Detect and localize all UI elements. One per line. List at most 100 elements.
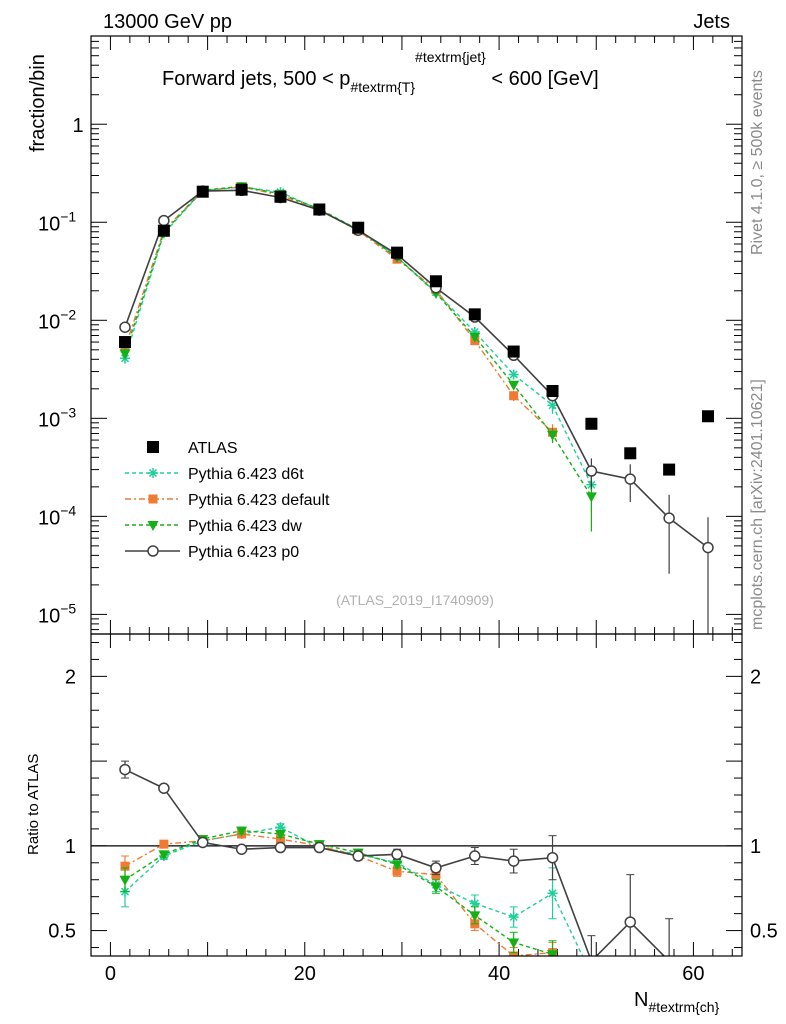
data-point-dw bbox=[508, 380, 520, 391]
ratio-point-d6t bbox=[547, 888, 558, 899]
y-tick-label: 10−4 bbox=[38, 502, 76, 529]
ratio-point-p0 bbox=[352, 850, 364, 862]
y-tick-label: 1 bbox=[72, 115, 83, 137]
ratio-tick-label: 1 bbox=[65, 836, 76, 858]
ratio-point-default bbox=[392, 866, 402, 876]
y-tick-label: 10−3 bbox=[38, 404, 76, 431]
data-point-p0 bbox=[624, 473, 637, 485]
x-tick-label: 60 bbox=[682, 963, 704, 985]
plot-title: Forward jets, 500 < p#textrm{T}#textrm{j… bbox=[162, 49, 599, 95]
data-point-p0 bbox=[119, 321, 131, 333]
ratio-point-dw bbox=[119, 875, 131, 886]
ratio-point-dw bbox=[430, 882, 442, 893]
ratio-line-default bbox=[124, 833, 553, 956]
data-point-ATLAS bbox=[663, 463, 676, 476]
ratio-point-d6t bbox=[586, 970, 596, 980]
data-point-d6t bbox=[469, 326, 480, 337]
data-point-p0 bbox=[585, 465, 598, 477]
ratio-point-dw bbox=[158, 850, 170, 861]
legend-label-ATLAS: ATLAS bbox=[188, 440, 238, 457]
ratio-point-p0 bbox=[274, 841, 287, 854]
legend-label-default: Pythia 6.423 default bbox=[188, 492, 330, 509]
ratio-point-d6t bbox=[469, 898, 480, 909]
x-axis-label: N#textrm{ch} bbox=[634, 989, 720, 1015]
data-point-ATLAS bbox=[546, 385, 559, 398]
data-point-ATLAS bbox=[157, 224, 170, 237]
data-point-d6t bbox=[547, 400, 558, 411]
data-point-ATLAS bbox=[468, 308, 481, 321]
header-right: Jets bbox=[693, 11, 730, 33]
ratio-axis-ticks: 0 20 40 60 0.5 0.5 1 1 2 2 bbox=[48, 634, 778, 985]
ratio-point-default bbox=[509, 951, 519, 956]
legend-label-dw: Pythia 6.423 dw bbox=[188, 518, 302, 535]
legend-label-d6t: Pythia 6.423 d6t bbox=[188, 466, 304, 483]
y-tick-label: 10−1 bbox=[38, 208, 76, 235]
ratio-series-layer bbox=[119, 760, 712, 991]
ratio-point-p0 bbox=[666, 955, 672, 956]
ratio-point-dw bbox=[508, 938, 520, 949]
data-point-d6t bbox=[508, 369, 519, 380]
y-tick-label: 10−2 bbox=[38, 306, 76, 333]
ratio-point-dw bbox=[391, 860, 403, 871]
ratio-point-p0 bbox=[546, 851, 559, 864]
data-point-ATLAS bbox=[701, 410, 714, 423]
ratio-point-default bbox=[159, 839, 169, 849]
ratio-point-p0 bbox=[430, 862, 442, 874]
x-tick-label: 40 bbox=[488, 963, 510, 985]
data-point-p0 bbox=[158, 214, 170, 227]
data-point-ATLAS bbox=[313, 203, 326, 216]
ratio-point-dw bbox=[274, 829, 286, 840]
data-point-dw bbox=[469, 332, 481, 343]
ratio-point-p0 bbox=[588, 955, 595, 956]
data-point-dw bbox=[119, 349, 131, 360]
legend-marker-dw bbox=[147, 521, 159, 531]
legend-label-p0: Pythia 6.423 p0 bbox=[188, 544, 299, 561]
y-tick-label: 10−5 bbox=[38, 600, 76, 627]
ratio-point-p0 bbox=[235, 843, 248, 855]
legend: ATLAS Pythia 6.423 d6t Pythia 6.423 defaul… bbox=[125, 440, 330, 561]
legend-marker-ATLAS bbox=[147, 441, 159, 453]
main-series-layer bbox=[119, 181, 714, 634]
ratio-point-dw bbox=[236, 826, 248, 837]
main-axis-ticks: 10−5 10−4 10−3 10−2 10−1 1 bbox=[38, 36, 742, 634]
x-tick-label: 20 bbox=[294, 963, 316, 985]
data-point-ATLAS bbox=[624, 447, 637, 460]
ratio-point-dw bbox=[547, 950, 559, 956]
ratio-point-p0 bbox=[158, 782, 170, 794]
data-point-ATLAS bbox=[196, 185, 209, 198]
data-point-ATLAS bbox=[585, 417, 598, 430]
side-rivet-text: Rivet 4.1.0, ≥ 500k events bbox=[749, 70, 766, 255]
data-point-default bbox=[509, 391, 519, 401]
data-point-p0 bbox=[663, 512, 675, 524]
ratio-tick-label-right: 2 bbox=[750, 666, 761, 688]
side-mcplots-text: mcplots.cern.ch [arXiv:2401.10621] bbox=[749, 379, 766, 630]
ratio-point-dw bbox=[586, 981, 597, 991]
ratio-point-default bbox=[120, 861, 130, 871]
header-left: 13000 GeV pp bbox=[103, 11, 232, 33]
ratio-point-p0 bbox=[469, 850, 481, 862]
x-tick-label: 0 bbox=[105, 963, 116, 985]
ratio-axis-label: Ratio to ATLAS bbox=[25, 754, 42, 855]
ratio-tick-label: 0.5 bbox=[48, 921, 76, 943]
ratio-point-d6t bbox=[508, 912, 519, 923]
data-point-ATLAS bbox=[235, 183, 248, 196]
data-point-ATLAS bbox=[391, 246, 404, 259]
ratio-line-p0 bbox=[124, 768, 666, 956]
data-point-ATLAS bbox=[507, 345, 520, 358]
ratio-point-p0 bbox=[313, 841, 326, 854]
data-point-dw bbox=[585, 492, 597, 503]
data-point-ATLAS bbox=[119, 336, 132, 349]
y-axis-label: fraction/bin bbox=[27, 54, 49, 152]
series-line-p0 bbox=[124, 189, 709, 549]
data-point-ATLAS bbox=[352, 221, 365, 234]
data-point-ATLAS bbox=[429, 275, 442, 288]
analysis-tag: (ATLAS_2019_I1740909) bbox=[336, 592, 494, 608]
ratio-plot-frame bbox=[90, 633, 743, 957]
ratio-point-p0 bbox=[624, 916, 637, 928]
data-point-dw bbox=[547, 430, 559, 441]
ratio-point-p0 bbox=[119, 763, 131, 776]
legend-marker-default bbox=[148, 494, 158, 504]
legend-marker-p0 bbox=[147, 545, 159, 557]
data-point-ATLAS bbox=[274, 190, 287, 203]
